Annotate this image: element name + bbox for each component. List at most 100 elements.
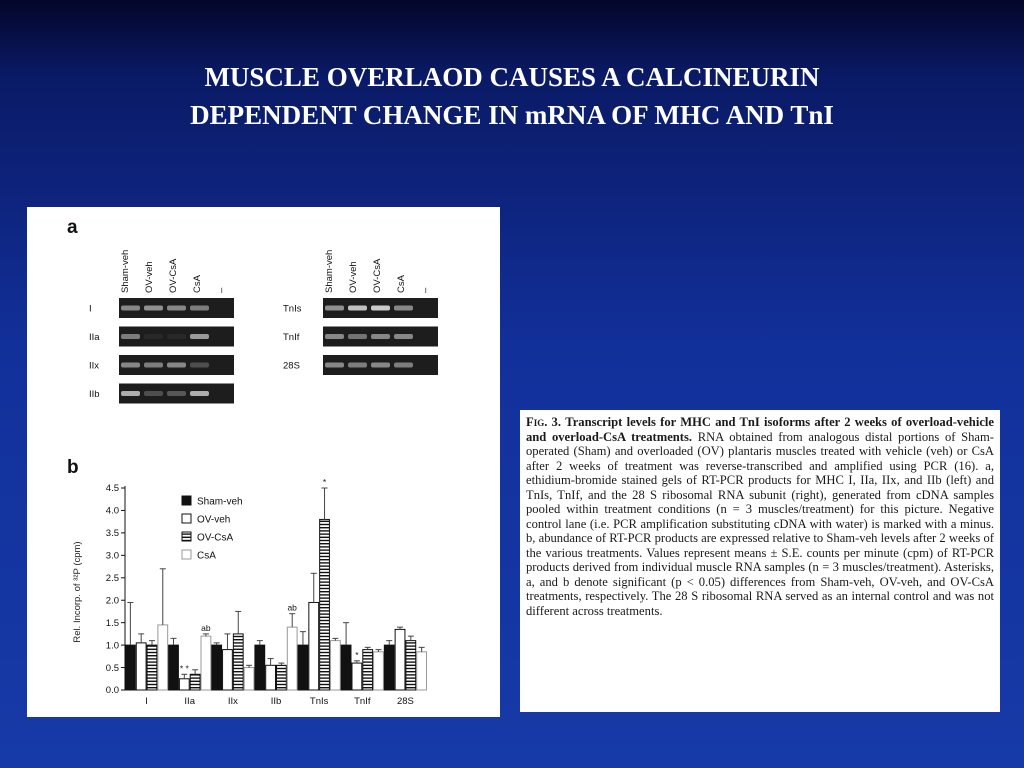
y-axis: 0.0 0.5 1.0 1.5 2.0 2.5 3.0 3.5 4.0 4.5 bbox=[106, 483, 126, 696]
gel-lane-label: OV-CsA bbox=[168, 258, 179, 293]
significance-mark: ab bbox=[201, 623, 211, 633]
significance-mark: * bbox=[355, 650, 359, 660]
gel-band bbox=[325, 362, 344, 368]
y-tick-label: 1.0 bbox=[106, 640, 119, 651]
bars bbox=[124, 487, 428, 691]
panel-a-label: a bbox=[67, 217, 78, 238]
y-tick-label: 4.0 bbox=[106, 506, 119, 517]
x-tick-label: 28S bbox=[397, 696, 414, 707]
x-tick-label: TnIs bbox=[310, 696, 329, 707]
y-axis-label: Rel. Incorp. of ³²P (cpm) bbox=[72, 541, 83, 642]
legend-swatch bbox=[181, 531, 192, 542]
legend: Sham-veh OV-veh OV-CsA CsA bbox=[181, 495, 243, 562]
annotations: * * ab ab * * bbox=[180, 477, 359, 673]
gel-band bbox=[394, 305, 413, 311]
gel-row-label: TnIs bbox=[283, 304, 302, 315]
gel-band bbox=[394, 334, 413, 339]
bar bbox=[276, 664, 287, 691]
bar bbox=[135, 642, 147, 691]
y-tick-label: 2.0 bbox=[106, 595, 119, 606]
gel-band bbox=[190, 391, 209, 396]
significance-mark: * * bbox=[180, 663, 190, 673]
bar bbox=[189, 673, 201, 691]
gel-band bbox=[190, 362, 209, 368]
slide-title-line-2: DEPENDENT CHANGE IN mRNA OF MHC AND TnI bbox=[190, 100, 834, 130]
bar bbox=[265, 664, 276, 691]
gel-lane-label: – bbox=[420, 287, 431, 293]
caption-fig-label: Fig. 3. bbox=[526, 415, 562, 429]
bar bbox=[351, 662, 363, 691]
bar bbox=[243, 667, 255, 691]
x-tick-label: IIa bbox=[184, 696, 195, 707]
bar bbox=[416, 651, 428, 691]
gel-band bbox=[394, 362, 413, 368]
bar bbox=[329, 640, 341, 691]
gel-row-label: IIa bbox=[89, 332, 100, 343]
bar bbox=[405, 640, 417, 691]
slide-title-line-1: MUSCLE OVERLAOD CAUSES A CALCINEURIN bbox=[204, 62, 820, 92]
bar bbox=[373, 651, 384, 691]
bar bbox=[211, 644, 223, 691]
gel-band bbox=[167, 305, 186, 311]
significance-mark: * bbox=[323, 477, 327, 487]
gel-band bbox=[167, 391, 186, 396]
gel-band bbox=[144, 362, 163, 368]
gel-band bbox=[121, 305, 140, 311]
gel-band bbox=[371, 362, 390, 368]
panel-b-label: b bbox=[67, 457, 79, 478]
bar bbox=[254, 644, 266, 691]
gel-right-lane-labels: Sham-veh OV-veh OV-CsA CsA – bbox=[324, 250, 431, 293]
x-tick-label: I bbox=[145, 696, 148, 707]
bar bbox=[232, 633, 244, 691]
gel-band bbox=[121, 391, 140, 396]
gel-row-label: IIx bbox=[89, 361, 99, 372]
gel-lane-label: OV-veh bbox=[348, 261, 359, 293]
x-tick-label: IIx bbox=[228, 696, 238, 707]
gel-band bbox=[371, 334, 390, 339]
gel-left: I IIa IIx IIb bbox=[89, 298, 234, 404]
bar bbox=[308, 601, 320, 691]
figure-panel: a Sham-veh OV-veh OV-CsA CsA – Sham-veh OV-ve… bbox=[27, 207, 500, 717]
legend-label: OV-veh bbox=[197, 515, 230, 526]
gel-band bbox=[190, 334, 209, 339]
gel-band bbox=[348, 362, 367, 368]
y-tick-label: 2.5 bbox=[106, 573, 119, 584]
gel-lane-label: OV-veh bbox=[144, 261, 155, 293]
gel-row-label: TnIf bbox=[283, 332, 300, 343]
gel-lane-label: OV-CsA bbox=[372, 258, 383, 293]
caption-body: RNA obtained from analogous distal porti… bbox=[526, 429, 994, 618]
gel-lane-label: CsA bbox=[192, 274, 203, 293]
bar bbox=[394, 628, 406, 691]
gel-band bbox=[144, 391, 163, 396]
gel-band bbox=[144, 305, 163, 311]
gel-band bbox=[371, 305, 390, 311]
caption-panel: Fig. 3. Transcript levels for MHC and Tn… bbox=[520, 410, 1000, 712]
gel-left-lane-labels: Sham-veh OV-veh OV-CsA CsA – bbox=[120, 250, 227, 293]
y-tick-label: 3.0 bbox=[106, 551, 119, 562]
figure-caption: Fig. 3. Transcript levels for MHC and Tn… bbox=[526, 415, 994, 618]
gel-band bbox=[348, 305, 367, 311]
gel-band bbox=[121, 362, 140, 368]
gel-band bbox=[325, 305, 344, 311]
gel-band bbox=[190, 305, 209, 311]
y-tick-label: 4.5 bbox=[106, 483, 119, 494]
gel-row-label: 28S bbox=[283, 361, 300, 372]
bar bbox=[146, 644, 158, 691]
y-tick-label: 3.5 bbox=[106, 528, 119, 539]
x-tick-label: IIb bbox=[271, 696, 282, 707]
bar-chart: Rel. Incorp. of ³²P (cpm) 0.0 0.5 1.0 1.5 2.… bbox=[72, 477, 428, 707]
bar bbox=[297, 644, 309, 691]
figure-svg: a Sham-veh OV-veh OV-CsA CsA – Sham-veh OV-ve… bbox=[67, 217, 438, 707]
bar bbox=[286, 626, 298, 691]
y-tick-label: 0.0 bbox=[106, 685, 119, 696]
caption-fig-title: Transcript levels for MHC and TnI isofor… bbox=[526, 415, 994, 444]
bar bbox=[222, 649, 233, 691]
legend-swatch bbox=[181, 513, 192, 524]
bar bbox=[383, 644, 395, 691]
gel-lane-label: Sham-veh bbox=[324, 250, 335, 293]
y-tick-label: 1.5 bbox=[106, 618, 119, 629]
gel-band bbox=[167, 362, 186, 368]
gel-band bbox=[348, 334, 367, 339]
gel-lane-label: – bbox=[216, 287, 227, 293]
gel-row-label: IIb bbox=[89, 389, 100, 400]
